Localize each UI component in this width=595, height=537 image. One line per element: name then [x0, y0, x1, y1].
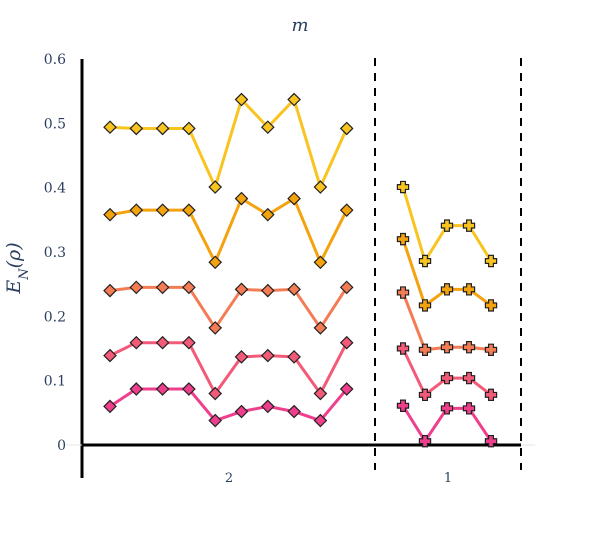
data-point-diamond: [260, 120, 275, 135]
group-1-series: [396, 180, 498, 448]
data-point-cross: [484, 388, 498, 402]
plot-area: [103, 92, 498, 448]
data-point-cross: [484, 254, 498, 268]
y-tick-label: 0: [57, 438, 66, 454]
data-point-cross: [396, 342, 410, 355]
series-line: [109, 98, 349, 189]
data-point-cross: [418, 388, 432, 402]
y-axis-title: EN(ρ): [3, 242, 32, 294]
data-point-diamond: [234, 404, 249, 419]
data-point-cross: [440, 402, 454, 415]
y-tick-label: 0.6: [44, 52, 66, 68]
y-tick-label: 0.5: [44, 116, 66, 132]
data-point-diamond: [234, 92, 249, 107]
y-tick-label: 0.2: [44, 309, 66, 325]
data-point-cross: [440, 283, 454, 296]
data-point-cross: [440, 371, 454, 385]
data-point-diamond: [339, 203, 354, 218]
data-point-diamond: [182, 382, 196, 396]
data-point-diamond: [103, 348, 117, 363]
data-point-cross: [484, 343, 498, 356]
data-point-diamond: [182, 335, 196, 350]
series-line: [109, 285, 348, 330]
data-point-cross: [462, 402, 476, 415]
y-tick-label: 0.3: [44, 245, 66, 261]
data-point-diamond: [155, 280, 170, 295]
data-point-cross: [462, 219, 476, 232]
y-axis: 0 0.1 0.2 0.3 0.4 0.5 0.6: [44, 52, 84, 478]
data-point-diamond: [287, 282, 301, 297]
data-point-cross: [396, 180, 410, 194]
data-point-cross: [440, 341, 454, 354]
data-point-cross: [418, 254, 432, 268]
data-point-diamond: [287, 404, 301, 419]
data-point-diamond: [208, 255, 223, 270]
chart-title: m: [291, 15, 308, 36]
series-line: [109, 197, 349, 264]
data-point-cross: [440, 219, 454, 232]
data-point-diamond: [260, 207, 275, 222]
data-point-diamond: [260, 399, 275, 414]
data-point-diamond: [155, 121, 170, 136]
data-point-diamond: [339, 382, 354, 396]
data-point-cross: [484, 434, 498, 448]
data-point-cross: [396, 399, 410, 412]
data-point-diamond: [155, 203, 170, 218]
data-point-diamond: [313, 180, 328, 194]
y-tick-label: 0.1: [44, 374, 66, 390]
group-label-2: 2: [225, 471, 233, 486]
data-point-diamond: [339, 280, 354, 295]
data-point-diamond: [313, 413, 328, 428]
data-point-cross: [418, 299, 432, 312]
data-point-diamond: [260, 348, 275, 363]
data-point-diamond: [103, 207, 117, 222]
data-point-diamond: [260, 283, 275, 298]
data-point-cross: [484, 299, 498, 312]
data-point-diamond: [339, 335, 354, 350]
data-point-cross: [462, 371, 476, 385]
data-point-diamond: [234, 191, 249, 206]
data-point-diamond: [208, 180, 223, 194]
data-point-diamond: [287, 350, 301, 364]
y-tick-labels: 0 0.1 0.2 0.3 0.4 0.5 0.6: [44, 52, 66, 454]
data-point-diamond: [182, 121, 196, 136]
data-point-diamond: [129, 203, 144, 218]
data-point-diamond: [103, 283, 117, 298]
data-point-diamond: [234, 350, 249, 364]
y-tick-label: 0.4: [44, 181, 66, 197]
data-point-diamond: [208, 386, 223, 401]
data-point-diamond: [313, 321, 328, 335]
data-point-diamond: [103, 120, 117, 135]
data-point-diamond: [208, 321, 223, 335]
data-point-diamond: [339, 121, 354, 136]
data-point-diamond: [129, 280, 144, 295]
data-point-cross: [418, 343, 432, 356]
data-point-diamond: [208, 413, 223, 428]
data-point-diamond: [155, 335, 170, 350]
data-point-diamond: [313, 255, 328, 270]
data-point-diamond: [182, 280, 196, 295]
data-point-diamond: [129, 121, 144, 136]
group-2-series: [103, 92, 354, 428]
series-line: [109, 341, 349, 396]
data-point-cross: [462, 341, 476, 354]
data-point-diamond: [129, 335, 144, 350]
data-point-diamond: [182, 203, 196, 218]
data-point-cross: [396, 286, 410, 299]
data-point-diamond: [103, 399, 117, 414]
series-line: [109, 387, 348, 423]
series-line: [401, 347, 492, 397]
data-point-diamond: [313, 386, 328, 401]
data-point-diamond: [129, 382, 144, 396]
data-point-cross: [462, 283, 476, 296]
data-point-diamond: [287, 92, 301, 107]
data-point-cross: [418, 434, 432, 448]
data-point-diamond: [287, 191, 301, 206]
data-point-cross: [396, 232, 410, 246]
data-point-diamond: [234, 282, 249, 297]
group-label-1: 1: [444, 471, 452, 486]
data-point-diamond: [155, 382, 170, 396]
